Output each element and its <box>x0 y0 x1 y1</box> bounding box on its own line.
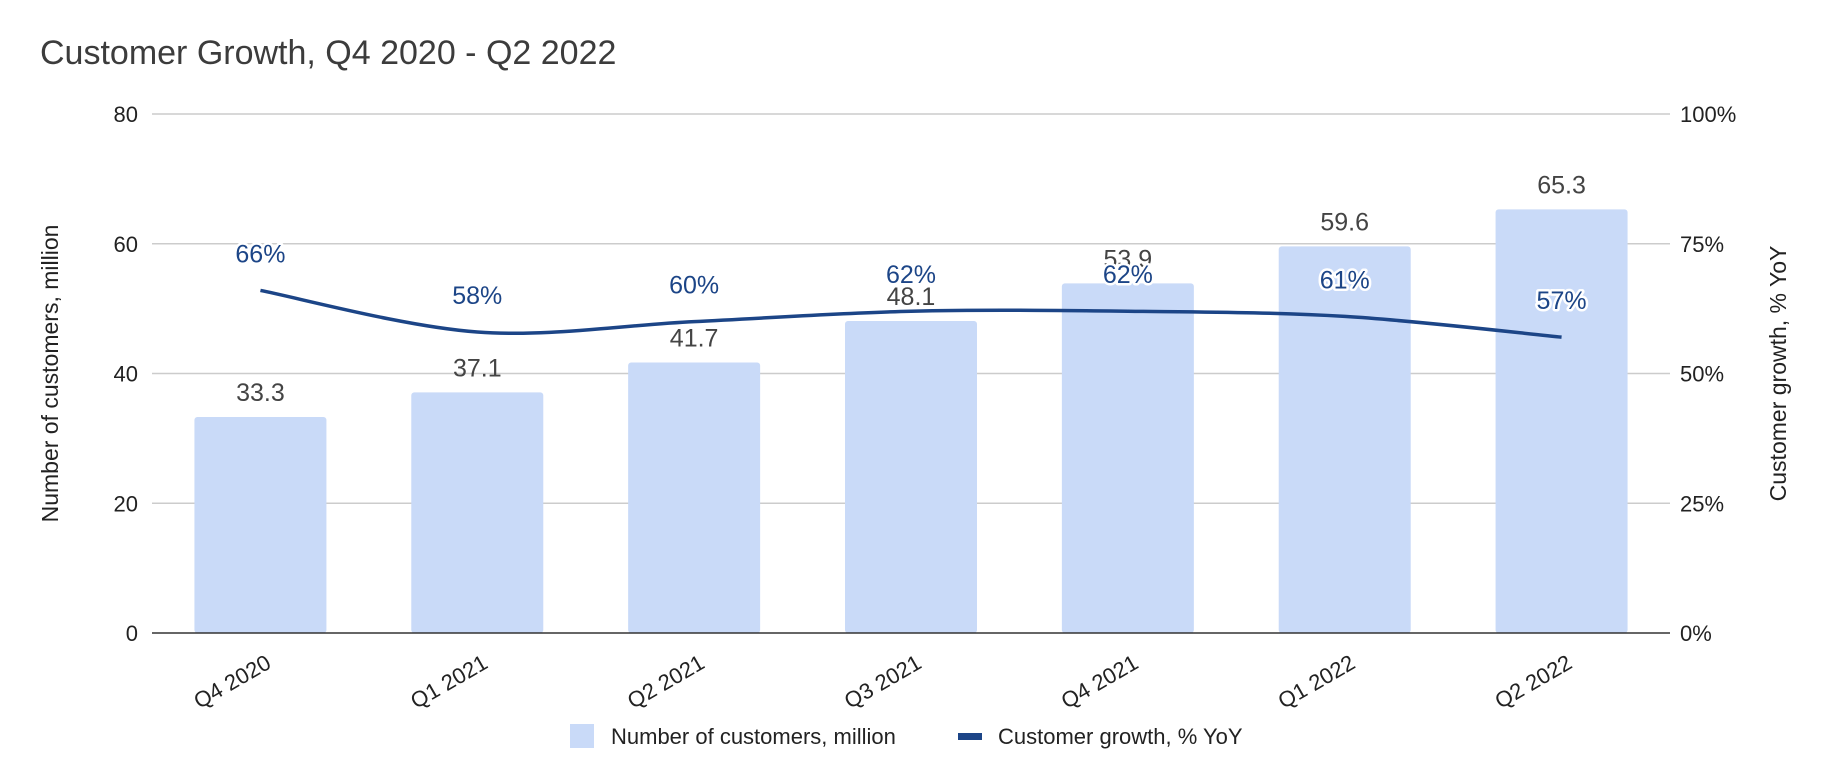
bar-value-label: 41.7 <box>670 324 719 352</box>
y-right-tick-label: 50% <box>1680 362 1724 387</box>
line-value-label: 58% <box>452 282 502 310</box>
bar <box>628 362 761 633</box>
y-right-tick-label: 0% <box>1680 621 1712 646</box>
x-tick-label: Q4 2021 <box>1057 650 1143 714</box>
legend-swatch-bar <box>570 724 594 748</box>
bar-value-label: 37.1 <box>453 354 502 382</box>
line-value-label: 66% <box>235 240 285 268</box>
y-right-tick-label: 100% <box>1680 102 1736 127</box>
bar <box>1278 246 1411 633</box>
bar <box>1061 283 1194 633</box>
y-left-tick-label: 80 <box>114 102 138 127</box>
x-tick-label: Q3 2021 <box>840 650 926 714</box>
bar-value-label: 65.3 <box>1537 171 1586 199</box>
legend: Number of customers, million Customer gro… <box>570 724 1243 749</box>
x-tick-label: Q4 2020 <box>189 650 275 714</box>
y-right-axis-title: Customer growth, % YoY <box>1765 246 1791 502</box>
x-tick-label: Q1 2021 <box>406 650 492 714</box>
legend-label-bar: Number of customers, million <box>611 724 896 749</box>
bar-value-label: 48.1 <box>887 283 936 311</box>
bar-series <box>194 209 1628 633</box>
bar <box>845 320 977 633</box>
x-tick-label: Q2 2022 <box>1490 650 1576 714</box>
bar-value-label: 33.3 <box>236 379 285 407</box>
bar <box>194 416 327 633</box>
line-value-label: 60% <box>669 272 719 300</box>
y-left-axis-title: Number of customers, million <box>37 225 63 523</box>
x-tick-label: Q1 2022 <box>1274 650 1360 714</box>
line-value-label: 62% <box>1103 261 1153 289</box>
line-value-label: 62% <box>886 261 936 289</box>
y-left-tick-label: 20 <box>114 491 138 516</box>
x-tick-label: Q2 2021 <box>623 650 709 714</box>
growth-line <box>260 288 1562 339</box>
bar <box>1495 209 1628 633</box>
data-labels: 33.3 37.1 41.7 48.1 53.9 59.6 65.3 66% 58% 60% 62%… <box>233 171 1589 407</box>
bar <box>411 392 544 633</box>
line-series <box>260 288 1562 339</box>
chart-title: Customer Growth, Q4 2020 - Q2 2022 <box>40 34 617 72</box>
y-left-tick-label: 0 <box>126 621 138 646</box>
y-right-tick-label: 25% <box>1680 491 1724 516</box>
line-value-label: 61% <box>1320 266 1370 294</box>
bar-value-label: 53.9 <box>1104 245 1153 273</box>
line-value-label: 57% <box>1537 287 1587 315</box>
y-left-tick-label: 40 <box>114 362 138 387</box>
bar-value-label: 59.6 <box>1320 208 1369 236</box>
y-right-tick-label: 75% <box>1680 232 1724 257</box>
legend-label-line: Customer growth, % YoY <box>998 724 1243 749</box>
y-left-tick-label: 60 <box>114 232 138 257</box>
legend-swatch-line <box>958 733 982 740</box>
